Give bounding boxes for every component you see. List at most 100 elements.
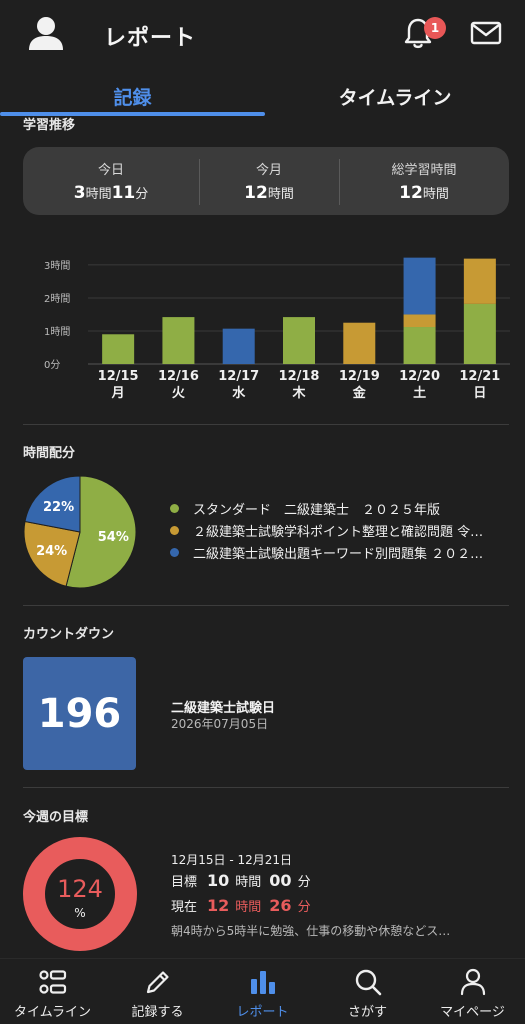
legend-dot bbox=[170, 547, 179, 557]
summary-total-label: 総学習時間 bbox=[391, 163, 457, 178]
nav-timeline[interactable]: タイムライン bbox=[0, 959, 105, 1024]
x-tick-label: 12/21 bbox=[459, 369, 500, 384]
nav-search[interactable]: さがす bbox=[315, 959, 420, 1024]
user-avatar-icon[interactable] bbox=[26, 14, 66, 54]
bar-segment bbox=[162, 317, 195, 364]
nav-report[interactable]: レポート bbox=[210, 959, 315, 1024]
pie-slice bbox=[24, 475, 81, 533]
bottom-navigation: タイムライン 記録する レポート さがす マイページ bbox=[0, 958, 525, 1024]
nav-mypage[interactable]: マイページ bbox=[420, 959, 525, 1024]
active-tab-indicator bbox=[0, 112, 265, 116]
x-weekday-label: 火 bbox=[172, 386, 186, 401]
notification-badge: 1 bbox=[424, 17, 446, 39]
x-tick-label: 12/15 bbox=[98, 369, 139, 384]
pie-slice-label: 24% bbox=[36, 544, 67, 559]
countdown-days-box[interactable]: 196 bbox=[23, 657, 136, 770]
weekly-study-bar-chart: 0分 1時間 2時間 3時間 12/15 月 12/16 火 12/17水 12/18木 12/19… bbox=[44, 257, 510, 401]
countdown-event-name: 二級建築士試験日 bbox=[171, 701, 276, 716]
x-tick-label: 12/18 bbox=[279, 369, 320, 384]
bar-segment bbox=[102, 334, 135, 364]
x-weekday-label: 日 bbox=[473, 386, 486, 401]
bell-icon[interactable] bbox=[402, 16, 434, 50]
countdown-event-date: 2026年07月05日 bbox=[171, 717, 269, 731]
bar-chart-icon bbox=[251, 971, 275, 994]
goal-target-label: 目標 bbox=[171, 875, 198, 890]
section-divider bbox=[23, 605, 509, 606]
summary-month-label: 今月 bbox=[255, 163, 282, 178]
bar-segment bbox=[463, 303, 496, 364]
nav-label: 記録する bbox=[131, 1005, 184, 1020]
legend-dot bbox=[170, 503, 179, 513]
x-tick-label: 12/19 bbox=[339, 369, 380, 384]
x-weekday-label: 水 bbox=[232, 385, 246, 401]
nav-label: マイページ bbox=[440, 1005, 505, 1020]
nav-record[interactable]: 記録する bbox=[105, 959, 210, 1024]
summary-total-value: 12時間 bbox=[399, 183, 449, 203]
y-tick-label: 3時間 bbox=[44, 260, 70, 272]
summary-today-value: 3時間11分 bbox=[73, 183, 149, 203]
x-weekday-label: 土 bbox=[413, 385, 426, 401]
summary-divider bbox=[199, 159, 200, 205]
pencil-icon bbox=[146, 971, 169, 994]
person-icon bbox=[460, 968, 486, 996]
time-allocation-pie-chart: 54% 24% 22% bbox=[23, 475, 137, 589]
goal-current-row: 現在 12 時間 26 分 bbox=[171, 896, 311, 915]
app-header: レポート 1 bbox=[0, 0, 525, 72]
x-tick-label: 12/16 bbox=[158, 369, 199, 384]
goal-target-row: 目標 10 時間 00 分 bbox=[171, 871, 311, 890]
summary-month-value: 12時間 bbox=[244, 183, 294, 203]
section-divider bbox=[23, 787, 509, 788]
pie-slice bbox=[23, 520, 81, 587]
legend-item[interactable]: ２級建築士試験学科ポイント整理と確認問題 令… bbox=[170, 519, 515, 541]
x-tick-label: 12/20 bbox=[399, 369, 440, 384]
y-tick-label: 1時間 bbox=[44, 326, 70, 338]
bar-segment bbox=[222, 328, 255, 364]
bar-segment bbox=[343, 322, 376, 364]
summary-month: 今月 12時間 bbox=[199, 147, 339, 215]
goal-progress-ring: 124 % bbox=[23, 837, 137, 951]
ring-percent-value: 124 bbox=[57, 875, 103, 903]
x-weekday-label: 金 bbox=[352, 385, 367, 401]
time-allocation-title: 時間配分 bbox=[23, 446, 76, 461]
summary-today: 今日 3時間11分 bbox=[23, 147, 199, 215]
study-trend-title: 学習推移 bbox=[23, 118, 76, 133]
bar-segment bbox=[403, 314, 436, 328]
x-weekday-label: 月 bbox=[111, 386, 125, 401]
legend-item[interactable]: 二級建築士試験出題キーワード別問題集 ２０２… bbox=[170, 541, 515, 563]
search-icon bbox=[355, 969, 382, 996]
legend-item[interactable]: スタンダード 二級建築士 ２０２５年版 bbox=[170, 497, 515, 519]
summary-total: 総学習時間 12時間 bbox=[339, 147, 509, 215]
section-divider bbox=[23, 424, 509, 425]
page-title: レポート bbox=[104, 26, 197, 51]
pie-slice bbox=[65, 475, 137, 589]
x-weekday-label: 木 bbox=[291, 385, 306, 401]
y-tick-label: 2時間 bbox=[44, 293, 70, 305]
weekly-goal-title: 今週の目標 bbox=[23, 810, 89, 825]
study-summary-card: 今日 3時間11分 今月 12時間 総学習時間 12時間 bbox=[23, 147, 509, 215]
legend-label: 二級建築士試験出題キーワード別問題集 ２０２… bbox=[193, 546, 484, 562]
bar-segment bbox=[403, 257, 436, 315]
ring-percent-sign: % bbox=[74, 906, 85, 920]
nav-label: レポート bbox=[236, 1005, 289, 1020]
legend-label: ２級建築士試験学科ポイント整理と確認問題 令… bbox=[193, 524, 484, 540]
legend-label: スタンダード 二級建築士 ２０２５年版 bbox=[193, 502, 441, 518]
mail-icon[interactable] bbox=[469, 17, 503, 49]
bar-segment bbox=[463, 258, 496, 304]
bar-segment bbox=[403, 327, 436, 364]
pie-legend: スタンダード 二級建築士 ２０２５年版 ２級建築士試験学科ポイント整理と確認問題… bbox=[170, 497, 515, 563]
goal-note: 朝4時から5時半に勉強、仕事の移動や休憩などス… bbox=[171, 924, 451, 938]
bar-segment bbox=[283, 317, 315, 364]
nav-label: タイムライン bbox=[13, 1005, 92, 1020]
pie-slice-label: 22% bbox=[43, 500, 74, 515]
tab-record[interactable]: 記録 bbox=[113, 86, 152, 109]
report-tabs: 記録 タイムライン bbox=[0, 72, 525, 118]
nav-label: さがす bbox=[347, 1005, 387, 1020]
x-tick-label: 12/17 bbox=[218, 369, 259, 384]
countdown-title: カウントダウン bbox=[23, 627, 115, 642]
goal-current-label: 現在 bbox=[171, 900, 198, 915]
tab-timeline[interactable]: タイムライン bbox=[338, 86, 452, 109]
goal-date-range: 12月15日 - 12月21日 bbox=[171, 853, 293, 867]
summary-divider bbox=[339, 159, 340, 205]
ring-track bbox=[23, 837, 137, 951]
pie-slice-label: 54% bbox=[98, 530, 129, 545]
